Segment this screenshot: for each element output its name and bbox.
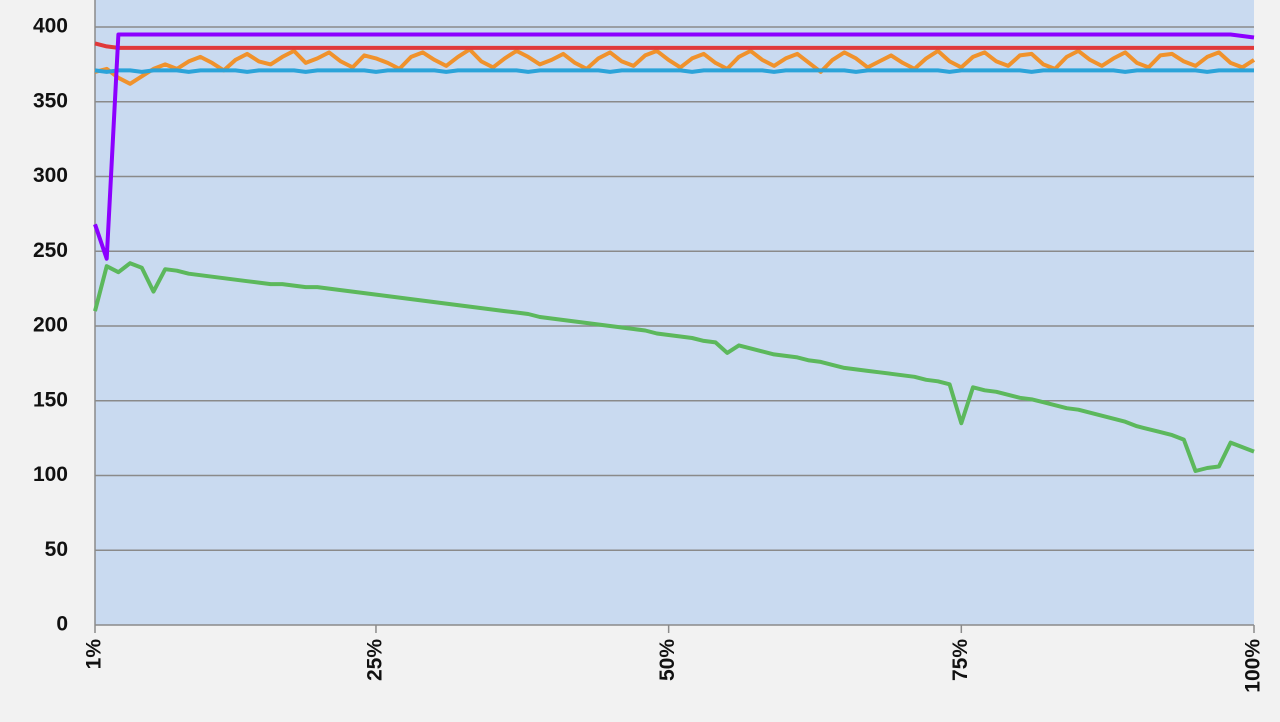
- x-tick-label: 1%: [83, 639, 106, 670]
- x-tick-label: 50%: [656, 639, 679, 681]
- series-line: [94, 68, 1254, 74]
- series-line: [93, 261, 1255, 473]
- y-tick-label: 350: [33, 89, 68, 112]
- series-line: [93, 32, 1255, 261]
- y-tick-label: 0: [56, 613, 68, 636]
- y-tick-label: 100: [33, 463, 68, 486]
- y-tick-label: 50: [45, 538, 68, 561]
- x-tick-label: 25%: [364, 639, 387, 681]
- series-line: [94, 47, 1256, 86]
- y-tick-label: 200: [33, 314, 68, 337]
- plot-area: [95, 0, 1254, 625]
- series-line: [94, 41, 1254, 50]
- y-tick-label: 150: [33, 388, 68, 411]
- x-tick-label: 75%: [949, 639, 972, 681]
- y-tick-label: 250: [33, 239, 68, 262]
- x-tick-label: 100%: [1242, 639, 1265, 693]
- y-tick-label: 400: [33, 15, 68, 38]
- y-tick-label: 300: [33, 164, 68, 187]
